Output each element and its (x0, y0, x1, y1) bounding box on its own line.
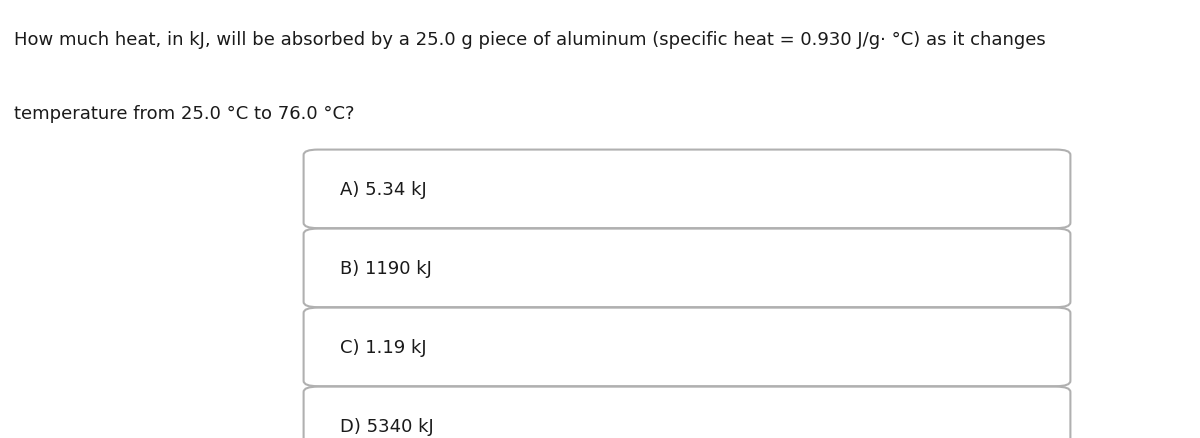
Text: C) 1.19 kJ: C) 1.19 kJ (340, 338, 426, 356)
FancyBboxPatch shape (304, 229, 1070, 307)
FancyBboxPatch shape (304, 308, 1070, 386)
Text: D) 5340 kJ: D) 5340 kJ (340, 417, 433, 435)
Text: A) 5.34 kJ: A) 5.34 kJ (340, 180, 426, 198)
Text: How much heat, in kJ, will be absorbed by a 25.0 g piece of aluminum (specific h: How much heat, in kJ, will be absorbed b… (14, 31, 1046, 49)
Text: B) 1190 kJ: B) 1190 kJ (340, 259, 432, 277)
Text: temperature from 25.0 °C to 76.0 °C?: temperature from 25.0 °C to 76.0 °C? (14, 105, 355, 123)
FancyBboxPatch shape (304, 387, 1070, 438)
FancyBboxPatch shape (304, 150, 1070, 229)
